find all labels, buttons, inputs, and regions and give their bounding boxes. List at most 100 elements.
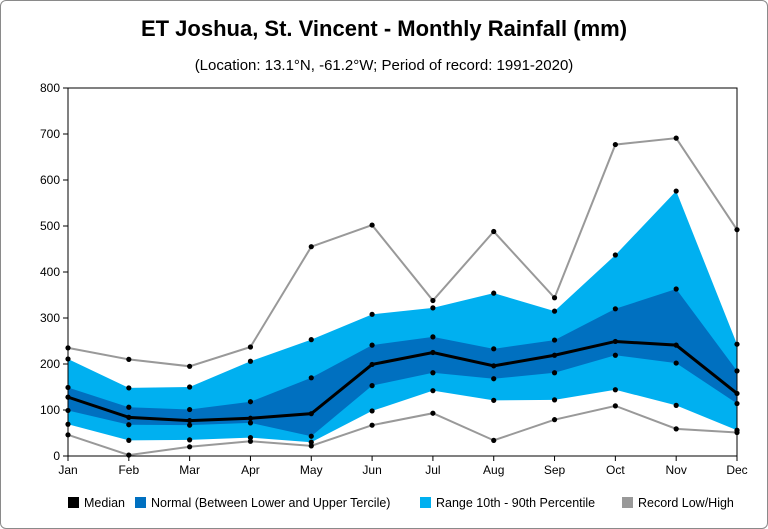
record-high-line xyxy=(67,137,738,368)
record-low-point xyxy=(612,403,618,409)
x-tick-label: Apr xyxy=(241,463,260,477)
legend-swatch xyxy=(622,497,633,508)
p10-point xyxy=(430,388,436,394)
record-high-point xyxy=(187,363,193,369)
legend-swatch xyxy=(68,497,79,508)
p10-point xyxy=(551,397,558,403)
legend-label: Record Low/High xyxy=(638,496,734,510)
x-tick-label: Jun xyxy=(362,463,381,477)
upper-tercile-point xyxy=(247,399,254,405)
median-point xyxy=(126,414,132,420)
y-tick-label: 0 xyxy=(53,449,60,463)
median-point xyxy=(247,415,254,421)
record-low-line xyxy=(67,404,738,457)
p10-point xyxy=(126,437,132,443)
p10-point xyxy=(187,437,193,443)
median-point xyxy=(491,363,497,369)
x-tick-label: May xyxy=(300,463,323,477)
chart-subtitle: (Location: 13.1°N, -61.2°W; Period of re… xyxy=(195,57,574,74)
upper-tercile-point xyxy=(491,346,497,352)
record-high-point xyxy=(247,344,254,350)
p90-point xyxy=(430,305,436,311)
lower-tercile-point xyxy=(430,370,436,376)
line-layer xyxy=(67,137,738,457)
band-layer xyxy=(68,191,737,443)
p90-point xyxy=(308,337,314,343)
record-high-point xyxy=(612,141,618,148)
median-point xyxy=(673,342,679,348)
upper-tercile-point xyxy=(369,342,375,348)
lower-tercile-point xyxy=(612,352,618,358)
lower-tercile-point xyxy=(491,376,497,382)
upper-tercile-point xyxy=(308,375,314,381)
record-high-point xyxy=(126,356,132,362)
record-high-point xyxy=(491,228,497,235)
lower-tercile-point xyxy=(673,360,679,366)
upper-tercile-point xyxy=(551,337,558,343)
record-high-point xyxy=(673,135,679,141)
x-tick-label: Nov xyxy=(666,463,687,477)
record-high-point xyxy=(551,295,558,301)
y-tick-label: 300 xyxy=(40,311,60,325)
x-axis: Jan Feb Mar Apr May Jun Jul Aug Sep Oct Nov Dec xyxy=(58,456,748,477)
p90-point xyxy=(673,188,679,194)
p10-point xyxy=(247,435,254,441)
lower-tercile-point xyxy=(308,433,314,439)
p10-point xyxy=(308,439,314,445)
median-point xyxy=(430,349,436,356)
p90-point xyxy=(247,358,254,364)
percentile-range-band xyxy=(68,191,737,443)
record-low-point xyxy=(247,438,254,444)
p90-point xyxy=(612,252,618,258)
x-tick-label: Feb xyxy=(118,463,139,477)
record-high-point xyxy=(369,222,375,228)
record-low-point xyxy=(673,426,679,432)
y-tick-label: 700 xyxy=(40,127,60,141)
upper-tercile-point xyxy=(612,306,618,312)
record-high-point xyxy=(308,244,314,250)
y-tick-label: 600 xyxy=(40,173,60,187)
chart-title: ET Joshua, St. Vincent - Monthly Rainfal… xyxy=(141,16,627,41)
record-high-point xyxy=(430,297,436,304)
p10-point xyxy=(491,397,497,403)
median-point xyxy=(612,338,618,345)
legend: Median Normal (Between Lower and Upper Te… xyxy=(68,496,734,510)
record-low-point xyxy=(430,410,436,416)
record-low-point xyxy=(369,422,375,428)
record-low-point xyxy=(551,417,558,423)
x-tick-label: Jul xyxy=(425,463,440,477)
median-point xyxy=(308,411,314,417)
p90-point xyxy=(369,311,375,317)
record-low-point xyxy=(308,443,314,449)
median-point xyxy=(369,361,375,368)
lower-tercile-point xyxy=(551,370,558,376)
x-tick-label: Oct xyxy=(606,463,625,477)
x-tick-label: Aug xyxy=(483,463,504,477)
p10-point xyxy=(369,408,375,414)
x-tick-label: Dec xyxy=(726,463,747,477)
legend-swatch xyxy=(135,497,146,508)
median-line xyxy=(67,339,738,423)
y-tick-label: 200 xyxy=(40,357,60,371)
y-tick-label: 500 xyxy=(40,219,60,233)
y-axis: 0 100 200 300 400 500 600 700 800 xyxy=(40,81,68,463)
record-low-point xyxy=(491,437,497,443)
point-layer xyxy=(65,135,740,458)
lower-tercile-point xyxy=(126,422,132,428)
tercile-normal-band xyxy=(68,289,737,437)
upper-tercile-point xyxy=(673,286,679,292)
lower-tercile-point xyxy=(187,422,193,428)
p10-point xyxy=(673,402,679,408)
y-tick-label: 100 xyxy=(40,403,60,417)
p90-point xyxy=(187,384,193,390)
x-tick-label: Jan xyxy=(58,463,77,477)
legend-label: Normal (Between Lower and Upper Tercile) xyxy=(151,496,390,510)
legend-label: Median xyxy=(84,496,125,510)
y-tick-label: 400 xyxy=(40,265,60,279)
legend-swatch xyxy=(420,497,431,508)
record-low-point xyxy=(187,444,193,450)
p10-point xyxy=(612,387,618,393)
p90-point xyxy=(491,290,497,296)
p90-point xyxy=(551,308,558,314)
